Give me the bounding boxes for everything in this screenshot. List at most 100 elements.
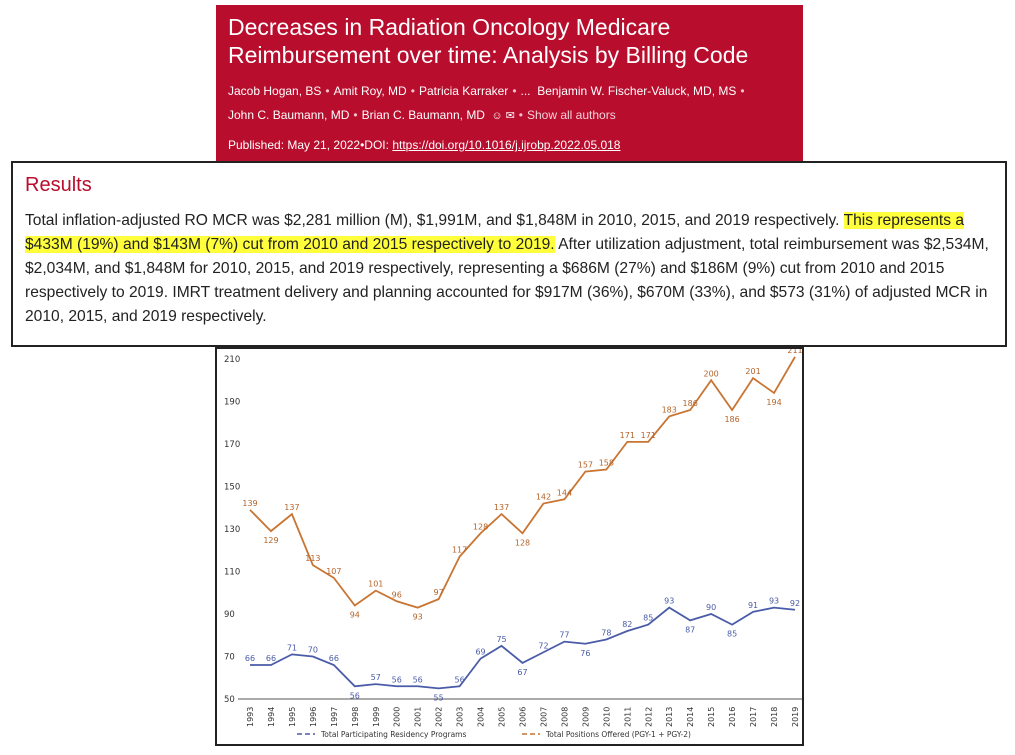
x-tick-label: 2018 bbox=[770, 707, 779, 727]
x-tick-label: 1999 bbox=[372, 707, 381, 727]
author-link[interactable]: Jacob Hogan, BS bbox=[228, 84, 322, 98]
data-label: 194 bbox=[766, 398, 781, 407]
results-section: Results Total inflation-adjusted RO MCR … bbox=[11, 161, 1007, 347]
data-label: 97 bbox=[434, 588, 444, 597]
x-tick-label: 2015 bbox=[707, 707, 716, 727]
data-label: 91 bbox=[748, 601, 758, 610]
author-link[interactable]: Amit Roy, MD bbox=[333, 84, 407, 98]
data-label: 66 bbox=[245, 654, 255, 663]
y-tick-label: 70 bbox=[224, 653, 235, 663]
results-text-part-1: Total inflation-adjusted RO MCR was $2,2… bbox=[25, 212, 844, 229]
data-label: 186 bbox=[683, 399, 698, 408]
author-line-1: Jacob Hogan, BS • Amit Roy, MD • Patricia Ka… bbox=[228, 84, 745, 98]
author-link[interactable]: Benjamin W. Fischer-Valuck, MD, MS bbox=[537, 84, 737, 98]
data-label: 186 bbox=[724, 415, 739, 424]
y-tick-label: 170 bbox=[224, 440, 240, 450]
x-tick-label: 2003 bbox=[456, 707, 465, 727]
data-label: 211 bbox=[787, 349, 802, 355]
y-tick-label: 190 bbox=[224, 398, 240, 408]
data-label: 75 bbox=[496, 635, 506, 644]
x-tick-label: 2009 bbox=[581, 707, 590, 727]
data-label: 93 bbox=[769, 597, 779, 606]
x-tick-label: 1993 bbox=[246, 707, 255, 727]
author-link[interactable]: John C. Baumann, MD bbox=[228, 108, 350, 122]
x-tick-label: 1998 bbox=[351, 707, 360, 727]
data-label: 67 bbox=[517, 668, 527, 677]
data-label: 71 bbox=[287, 643, 297, 652]
line-chart: 50 70 90 110 130 150 170 190 210 1993 1994 1995 1996… bbox=[215, 347, 804, 746]
doi-link[interactable]: https://doi.org/10.1016/j.ijrobp.2022.05… bbox=[392, 138, 621, 152]
x-tick-label: 2001 bbox=[414, 707, 423, 727]
data-label: 94 bbox=[350, 611, 360, 620]
data-label: 113 bbox=[305, 554, 320, 563]
data-label: 55 bbox=[434, 693, 444, 702]
data-label: 137 bbox=[284, 503, 299, 512]
data-label: 69 bbox=[475, 648, 485, 657]
author-link[interactable]: Brian C. Baumann, MD bbox=[361, 108, 485, 122]
data-label: 183 bbox=[662, 405, 677, 414]
programs-series-line bbox=[250, 606, 796, 690]
x-tick-label: 2017 bbox=[749, 707, 758, 727]
data-label: 107 bbox=[326, 567, 341, 576]
data-label: 137 bbox=[494, 503, 509, 512]
data-label: 128 bbox=[515, 538, 530, 547]
title-line-2: Reimbursement over time: Analysis by Bil… bbox=[228, 42, 749, 68]
x-tick-label: 2011 bbox=[623, 707, 632, 727]
legend-label: Total Participating Residency Programs bbox=[320, 730, 466, 739]
x-tick-label: 2008 bbox=[560, 707, 569, 727]
data-label: 139 bbox=[242, 499, 257, 508]
x-tick-label: 2005 bbox=[498, 707, 507, 727]
data-label: 57 bbox=[371, 673, 381, 682]
person-icon[interactable]: ☺ bbox=[491, 110, 503, 122]
data-label: 93 bbox=[413, 613, 423, 622]
x-tick-label: 2014 bbox=[686, 707, 695, 727]
author-link[interactable]: Patricia Karraker bbox=[418, 84, 509, 98]
data-label: 66 bbox=[266, 654, 276, 663]
data-label: 90 bbox=[706, 603, 716, 612]
data-label: 72 bbox=[538, 641, 548, 650]
data-label: 56 bbox=[392, 675, 402, 684]
x-tick-label: 1995 bbox=[288, 707, 297, 727]
data-label: 92 bbox=[790, 599, 800, 608]
y-tick-label: 130 bbox=[224, 525, 240, 535]
data-label: 56 bbox=[455, 675, 465, 684]
publication-info: Published: May 21, 2022•DOI: https://doi… bbox=[228, 138, 621, 152]
legend-label: Total Positions Offered (PGY-1 + PGY-2) bbox=[545, 730, 691, 739]
results-text: Total inflation-adjusted RO MCR was $2,2… bbox=[25, 209, 993, 329]
author-list: Jacob Hogan, BS • Amit Roy, MD • Patricia Ka… bbox=[228, 79, 791, 128]
author-line-2: John C. Baumann, MD • Brian C. Baumann, MD… bbox=[228, 103, 791, 128]
y-tick-label: 150 bbox=[224, 483, 240, 493]
x-tick-label: 2010 bbox=[602, 707, 611, 727]
x-tick-label: 2000 bbox=[393, 707, 402, 727]
data-label: 66 bbox=[329, 654, 339, 663]
mail-icon[interactable]: ✉ bbox=[505, 110, 515, 122]
data-label: 128 bbox=[473, 522, 488, 531]
x-tick-label: 2004 bbox=[477, 707, 486, 727]
y-tick-label: 90 bbox=[224, 610, 235, 620]
x-tick-label: 2013 bbox=[665, 707, 674, 727]
data-label: 201 bbox=[745, 367, 760, 376]
data-label: 171 bbox=[620, 431, 635, 440]
data-label: 129 bbox=[263, 536, 278, 545]
x-tick-label: 1994 bbox=[267, 707, 276, 727]
published-date: Published: May 21, 2022 bbox=[228, 138, 361, 152]
data-label: 158 bbox=[599, 459, 614, 468]
title-line-1: Decreases in Radiation Oncology Medicare bbox=[228, 14, 671, 40]
data-label: 144 bbox=[557, 488, 572, 497]
data-label: 171 bbox=[641, 431, 656, 440]
data-label: 56 bbox=[413, 675, 423, 684]
data-label: 101 bbox=[368, 580, 383, 589]
y-tick-label: 50 bbox=[224, 695, 235, 705]
chart-svg: 50 70 90 110 130 150 170 190 210 1993 1994 1995 1996… bbox=[224, 349, 802, 739]
data-label: 96 bbox=[392, 590, 402, 599]
data-label: 85 bbox=[643, 614, 653, 623]
authors-ellipsis: ... bbox=[520, 84, 531, 98]
data-label: 85 bbox=[727, 630, 737, 639]
x-tick-label: 2012 bbox=[644, 707, 653, 727]
data-label: 70 bbox=[308, 646, 318, 655]
data-label: 142 bbox=[536, 493, 551, 502]
show-all-authors-link[interactable]: Show all authors bbox=[526, 108, 616, 122]
data-label: 76 bbox=[580, 649, 590, 658]
results-text-part-2: After utilization adjustment, total reim… bbox=[25, 236, 989, 325]
y-tick-label: 110 bbox=[224, 568, 240, 578]
